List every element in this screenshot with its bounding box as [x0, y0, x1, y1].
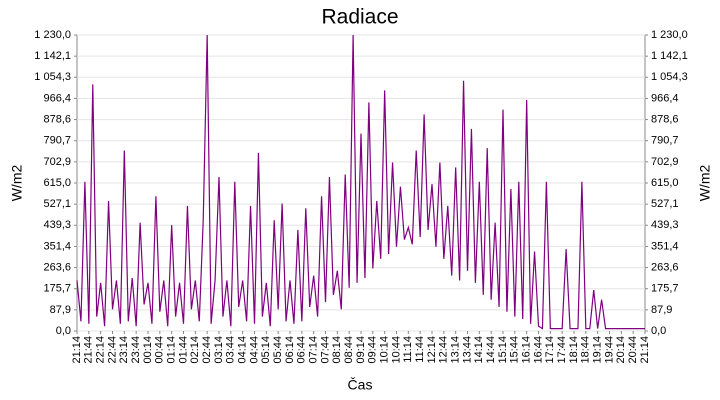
y-tick-label: 1 054,3 — [34, 71, 71, 83]
x-tick-label: 17:44 — [556, 336, 568, 364]
y-tick-label: 702,9 — [43, 156, 71, 168]
x-tick-label: 23:44 — [130, 336, 142, 364]
x-tick-label: 14:44 — [485, 336, 497, 364]
x-tick-label: 02:14 — [189, 336, 201, 364]
y2-tick-label: 790,7 — [651, 135, 679, 147]
x-tick-label: 13:14 — [450, 336, 462, 364]
x-tick-label: 19:14 — [592, 336, 604, 364]
y-tick-label: 527,1 — [43, 198, 71, 210]
x-tick-label: 12:44 — [438, 336, 450, 364]
y2-tick-label: 87,9 — [651, 304, 672, 316]
y-tick-label: 439,3 — [43, 219, 71, 231]
x-tick-label: 12:14 — [426, 336, 438, 364]
x-axis-label: Čas — [348, 377, 373, 393]
y-tick-label: 966,4 — [43, 92, 71, 104]
x-tick-label: 20:44 — [627, 336, 639, 364]
y2-tick-label: 0,0 — [651, 325, 666, 337]
y2-tick-label: 1 230,0 — [651, 29, 688, 41]
x-tick-label: 19:44 — [603, 336, 615, 364]
y-tick-label: 615,0 — [43, 177, 71, 189]
x-tick-label: 09:14 — [355, 336, 367, 364]
x-tick-label: 07:44 — [319, 336, 331, 364]
x-tick-label: 17:14 — [544, 336, 556, 364]
x-tick-label: 18:14 — [568, 336, 580, 364]
x-tick-label: 18:44 — [580, 336, 592, 364]
y2-tick-label: 878,6 — [651, 113, 679, 125]
y2-tick-label: 439,3 — [651, 219, 679, 231]
x-tick-label: 02:44 — [201, 336, 213, 364]
data-line — [76, 34, 645, 330]
x-tick-label: 10:14 — [379, 336, 391, 364]
y-tick-label: 351,4 — [43, 240, 71, 252]
x-tick-label: 21:14 — [639, 336, 651, 364]
y2-tick-label: 615,0 — [651, 177, 679, 189]
x-tick-label: 05:14 — [260, 336, 272, 364]
x-tick-label: 04:14 — [237, 336, 249, 364]
x-tick-label: 22:14 — [95, 336, 107, 364]
y-tick-label: 1 142,1 — [34, 50, 71, 62]
y2-tick-label: 527,1 — [651, 198, 679, 210]
y2-tick-label: 702,9 — [651, 156, 679, 168]
y2-tick-label: 1 142,1 — [651, 50, 688, 62]
y2-tick-label: 966,4 — [651, 92, 679, 104]
x-tick-label: 11:44 — [414, 336, 426, 363]
y-tick-label: 87,9 — [50, 304, 71, 316]
x-tick-label: 23:14 — [118, 336, 130, 364]
x-tick-label: 16:44 — [532, 336, 544, 364]
x-tick-label: 09:44 — [367, 336, 379, 364]
x-tick-label: 06:44 — [296, 336, 308, 364]
x-tick-label: 06:14 — [284, 336, 296, 364]
x-tick-label: 21:44 — [83, 336, 95, 364]
y-tick-label: 790,7 — [43, 135, 71, 147]
y2-axis-label: W/m2 — [697, 165, 713, 202]
x-tick-label: 16:14 — [521, 336, 533, 364]
y-tick-label: 878,6 — [43, 113, 71, 125]
x-tick-label: 15:14 — [497, 336, 509, 364]
y2-tick-label: 1 054,3 — [651, 71, 688, 83]
x-tick-label: 10:44 — [390, 336, 402, 364]
x-tick-label: 03:14 — [213, 336, 225, 364]
chart-title: Radiace — [321, 6, 398, 29]
y2-tick-label: 263,6 — [651, 261, 679, 273]
x-tick-label: 00:44 — [154, 336, 166, 364]
y2-tick-label: 351,4 — [651, 240, 679, 252]
x-tick-label: 14:14 — [473, 336, 485, 364]
y-axis-label: W/m2 — [9, 165, 25, 202]
y-tick-label: 1 230,0 — [34, 29, 71, 41]
x-tick-label: 13:44 — [461, 336, 473, 364]
x-tick-label: 20:14 — [615, 336, 627, 364]
y-tick-label: 175,7 — [43, 283, 71, 295]
x-tick-label: 04:44 — [248, 336, 260, 364]
x-tick-label: 22:44 — [106, 336, 118, 364]
x-tick-label: 01:44 — [177, 336, 189, 364]
x-tick-label: 08:14 — [331, 336, 343, 364]
y-tick-label: 263,6 — [43, 261, 71, 273]
x-tick-label: 03:44 — [225, 336, 237, 364]
x-tick-label: 05:44 — [272, 336, 284, 364]
x-tick-label: 01:14 — [166, 336, 178, 364]
y-tick-label: 0,0 — [56, 325, 71, 337]
y2-tick-label: 175,7 — [651, 283, 679, 295]
x-tick-label: 07:14 — [308, 336, 320, 364]
x-tick-label: 08:44 — [343, 336, 355, 364]
x-tick-label: 21:14 — [71, 336, 83, 364]
x-tick-label: 11:14 — [402, 336, 414, 363]
x-tick-label: 15:44 — [509, 336, 521, 364]
x-tick-label: 00:14 — [142, 336, 154, 364]
